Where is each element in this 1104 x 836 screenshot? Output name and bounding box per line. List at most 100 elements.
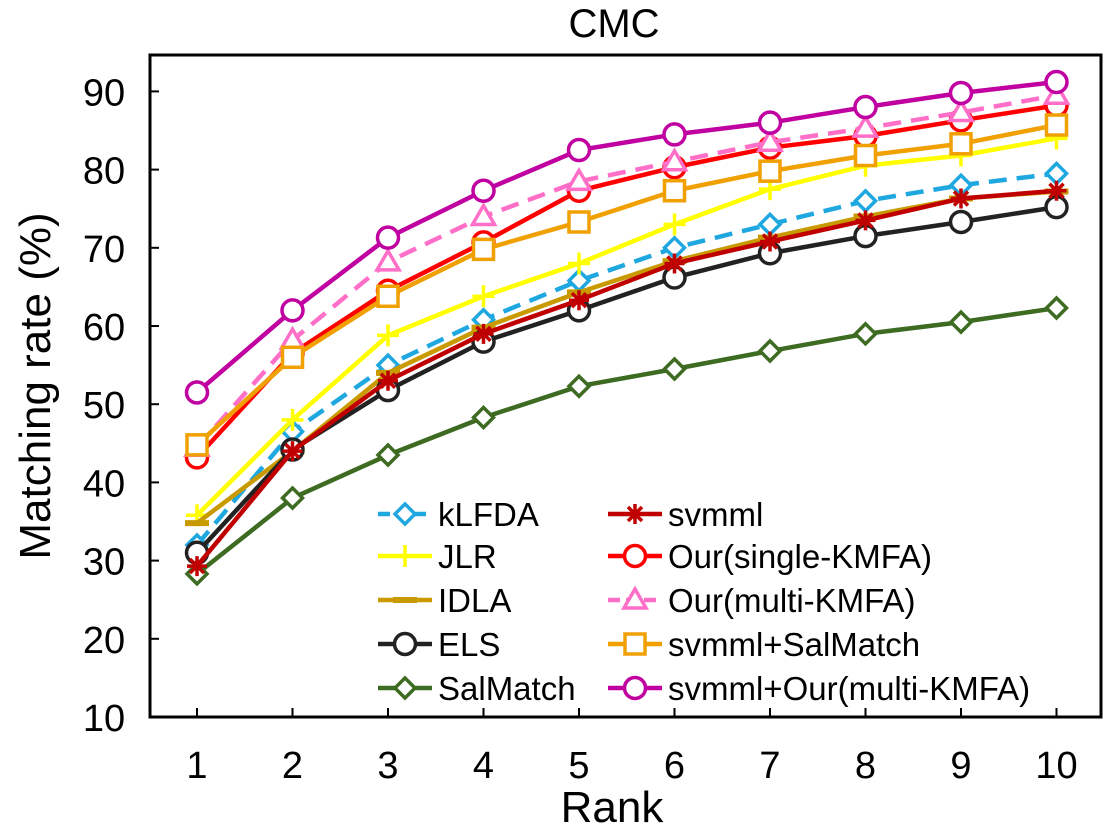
legend-label: IDLA bbox=[438, 582, 511, 619]
x-tick-label: 6 bbox=[664, 745, 685, 787]
data-point-salmatch bbox=[853, 321, 878, 347]
data-point-svmml bbox=[187, 556, 207, 577]
data-point-our-multi-kmfa bbox=[564, 166, 594, 192]
plot-frame bbox=[148, 53, 1103, 719]
legend-marker bbox=[620, 585, 650, 610]
data-point-salmatch bbox=[1044, 295, 1069, 321]
legend-marker bbox=[622, 543, 648, 569]
data-point-svmml-our-multi-kmfa bbox=[662, 122, 687, 147]
legend-item-els: ELS bbox=[378, 626, 500, 663]
data-point-svmml-salmatch bbox=[280, 345, 305, 370]
y-tick-labels: 10 20 30 40 50 60 70 80 90 bbox=[83, 72, 159, 740]
data-point-svmml bbox=[473, 323, 494, 344]
data-point-salmatch bbox=[662, 356, 687, 382]
legend-label: ELS bbox=[438, 626, 500, 663]
series-svmml-salmatch bbox=[185, 113, 1069, 457]
series-els bbox=[184, 194, 1069, 566]
data-point-svmml-our-multi-kmfa bbox=[184, 380, 210, 405]
y-tick-label: 10 bbox=[83, 698, 125, 740]
data-point-svmml bbox=[569, 290, 589, 311]
legend-item-svmml: svmml bbox=[608, 496, 763, 533]
data-point-our-multi-kmfa bbox=[660, 147, 689, 172]
series-svmml-our-multi-kmfa bbox=[184, 69, 1069, 405]
legend-item-svmml-salmatch: svmml+SalMatch bbox=[608, 626, 920, 663]
x-tick-label: 2 bbox=[282, 745, 303, 787]
x-tick-label: 7 bbox=[759, 745, 780, 787]
chart-title: CMC bbox=[568, 2, 659, 46]
series-line-our-single-kmfa bbox=[195, 103, 1057, 459]
data-point-salmatch bbox=[757, 338, 783, 364]
data-point-jlr bbox=[281, 408, 304, 431]
data-point-klfda bbox=[853, 188, 878, 214]
data-point-jlr bbox=[663, 213, 686, 236]
data-point-klfda bbox=[1044, 161, 1069, 186]
data-point-klfda bbox=[757, 211, 783, 237]
data-point-svmml-our-multi-kmfa bbox=[280, 298, 305, 323]
series-lines bbox=[182, 69, 1071, 587]
legend-label: kLFDA bbox=[438, 496, 539, 533]
x-tick-label: 5 bbox=[568, 745, 589, 787]
data-point-our-multi-kmfa bbox=[755, 127, 785, 152]
data-point-jlr bbox=[568, 252, 590, 275]
legend-label: SalMatch bbox=[438, 670, 576, 707]
legend-marker bbox=[392, 501, 418, 527]
series-line-idla bbox=[195, 189, 1057, 525]
data-point-svmml-salmatch bbox=[185, 433, 209, 457]
y-tick-label: 60 bbox=[83, 307, 125, 349]
legend: kLFDA JLR IDLA ELS SalMatch svmml Our(single-K… bbox=[378, 496, 1030, 707]
legend-item-our-multi-kmfa: Our(multi-KMFA) bbox=[608, 582, 916, 619]
data-point-svmml bbox=[951, 188, 971, 209]
legend-marker bbox=[394, 545, 416, 567]
y-axis-label: Matching rate (%) bbox=[11, 212, 60, 559]
data-point-salmatch bbox=[375, 442, 401, 468]
data-point-our-multi-kmfa bbox=[469, 202, 498, 227]
data-point-svmml bbox=[664, 253, 685, 274]
series-line-svmml-salmatch bbox=[195, 122, 1057, 447]
x-tick-label: 4 bbox=[473, 745, 494, 787]
x-tick-label: 10 bbox=[1035, 745, 1077, 787]
series-line-klfda bbox=[195, 171, 1057, 547]
series-line-svmml-our-multi-kmfa bbox=[195, 79, 1057, 395]
data-point-svmml bbox=[282, 441, 303, 462]
data-point-svmml-salmatch bbox=[662, 178, 687, 203]
legend-label: svmml bbox=[668, 496, 763, 533]
legend-marker bbox=[392, 675, 418, 701]
legend-label: Our(single-KMFA) bbox=[668, 538, 932, 575]
x-tick-label: 3 bbox=[377, 745, 398, 787]
data-point-svmml bbox=[760, 231, 780, 252]
data-point-svmml-our-multi-kmfa bbox=[375, 225, 401, 250]
series-line-jlr bbox=[195, 136, 1057, 517]
series-klfda bbox=[184, 161, 1069, 558]
legend-marker bbox=[622, 675, 648, 701]
y-tick-label: 90 bbox=[83, 72, 125, 114]
legend-item-our-single-kmfa: Our(single-KMFA) bbox=[608, 538, 932, 575]
legend-item-jlr: JLR bbox=[378, 538, 497, 575]
y-tick-label: 70 bbox=[83, 229, 125, 271]
data-point-svmml-salmatch bbox=[758, 159, 782, 183]
data-point-svmml-salmatch bbox=[471, 237, 496, 262]
data-point-our-multi-kmfa bbox=[373, 247, 403, 272]
data-point-els bbox=[948, 209, 974, 235]
series-line-salmatch bbox=[195, 305, 1057, 576]
legend-marker bbox=[392, 631, 418, 657]
x-axis-label: Rank bbox=[561, 783, 665, 831]
series-idla bbox=[185, 188, 1069, 527]
legend-marker bbox=[623, 632, 647, 656]
data-point-svmml-our-multi-kmfa bbox=[1044, 69, 1069, 95]
y-tick-label: 80 bbox=[83, 151, 125, 193]
legend-item-klfda: kLFDA bbox=[378, 496, 539, 533]
data-point-svmml bbox=[855, 210, 876, 231]
data-point-svmml-our-multi-kmfa bbox=[471, 178, 496, 203]
series-svmml bbox=[187, 180, 1067, 577]
legend-label: svmml+Our(multi-KMFA) bbox=[668, 670, 1030, 707]
legend-label: svmml+SalMatch bbox=[668, 626, 920, 663]
data-point-svmml-salmatch bbox=[567, 210, 591, 234]
data-point-svmml-salmatch bbox=[376, 284, 400, 309]
data-point-salmatch bbox=[566, 373, 592, 399]
data-point-our-multi-kmfa bbox=[946, 98, 976, 123]
legend-item-idla: IDLA bbox=[378, 582, 511, 619]
legend-item-svmml-our-multi-kmfa: svmml+Our(multi-KMFA) bbox=[608, 670, 1030, 707]
data-point-svmml-our-multi-kmfa bbox=[566, 137, 592, 163]
y-tick-label: 40 bbox=[83, 463, 125, 505]
